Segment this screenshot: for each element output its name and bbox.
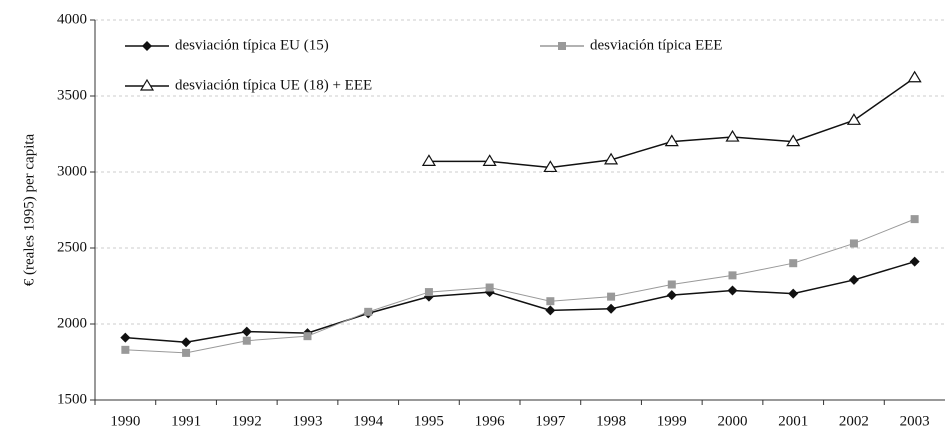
x-tick-label: 2000 <box>718 413 748 429</box>
marker <box>907 70 922 83</box>
x-tick-label: 2002 <box>839 413 869 429</box>
marker <box>364 307 373 316</box>
marker <box>910 215 919 224</box>
x-tick-label: 1998 <box>596 413 626 429</box>
x-tick-label: 1997 <box>535 413 566 429</box>
y-axis-label: € (reales 1995) per capita <box>21 133 37 286</box>
marker <box>142 41 152 51</box>
x-tick-label: 1991 <box>171 413 201 429</box>
marker <box>421 154 436 166</box>
series-line <box>125 218 915 354</box>
x-tick-label: 2001 <box>778 413 808 429</box>
x-tick-label: 1994 <box>353 413 384 429</box>
x-tick-label: 1999 <box>657 413 687 429</box>
y-tick-label: 2000 <box>57 315 87 331</box>
marker <box>545 305 556 316</box>
marker <box>303 332 312 341</box>
x-tick-label: 1993 <box>293 413 323 429</box>
marker <box>848 274 859 285</box>
x-tick-label: 1992 <box>232 413 262 429</box>
x-tick-label: 1995 <box>414 413 444 429</box>
marker <box>664 134 679 147</box>
legend-label: desviación típica EEE <box>590 37 722 53</box>
marker <box>120 332 131 343</box>
marker <box>725 129 740 142</box>
legend-label: desviación típica UE (18) + EEE <box>175 77 372 93</box>
y-tick-label: 3500 <box>57 87 87 103</box>
marker <box>607 292 616 301</box>
marker <box>139 78 155 91</box>
marker <box>786 134 801 147</box>
marker <box>558 42 566 50</box>
marker <box>604 152 619 165</box>
marker <box>727 285 738 296</box>
marker <box>485 283 494 292</box>
y-tick-label: 4000 <box>57 11 87 27</box>
marker <box>909 256 920 267</box>
marker <box>846 113 861 125</box>
x-tick-label: 2003 <box>900 413 930 429</box>
marker <box>546 297 555 306</box>
series-line <box>125 260 915 343</box>
marker <box>728 271 737 280</box>
marker <box>482 154 497 166</box>
x-tick-label: 1990 <box>110 413 140 429</box>
x-tick-label: 1996 <box>475 413 506 429</box>
marker <box>182 348 191 357</box>
marker <box>667 280 676 289</box>
y-tick-label: 1500 <box>57 391 87 407</box>
marker <box>788 288 799 299</box>
y-tick-label: 3000 <box>57 163 87 179</box>
marker <box>606 303 617 314</box>
y-tick-label: 2500 <box>57 239 87 255</box>
marker <box>241 326 252 337</box>
legend-label: desviación típica EU (15) <box>175 37 329 53</box>
series-line <box>428 77 916 169</box>
marker <box>543 160 558 173</box>
marker <box>181 337 192 348</box>
marker <box>424 288 433 297</box>
marker <box>789 259 798 268</box>
marker <box>666 290 677 301</box>
marker <box>242 336 251 345</box>
marker <box>849 239 858 248</box>
marker <box>121 345 130 354</box>
